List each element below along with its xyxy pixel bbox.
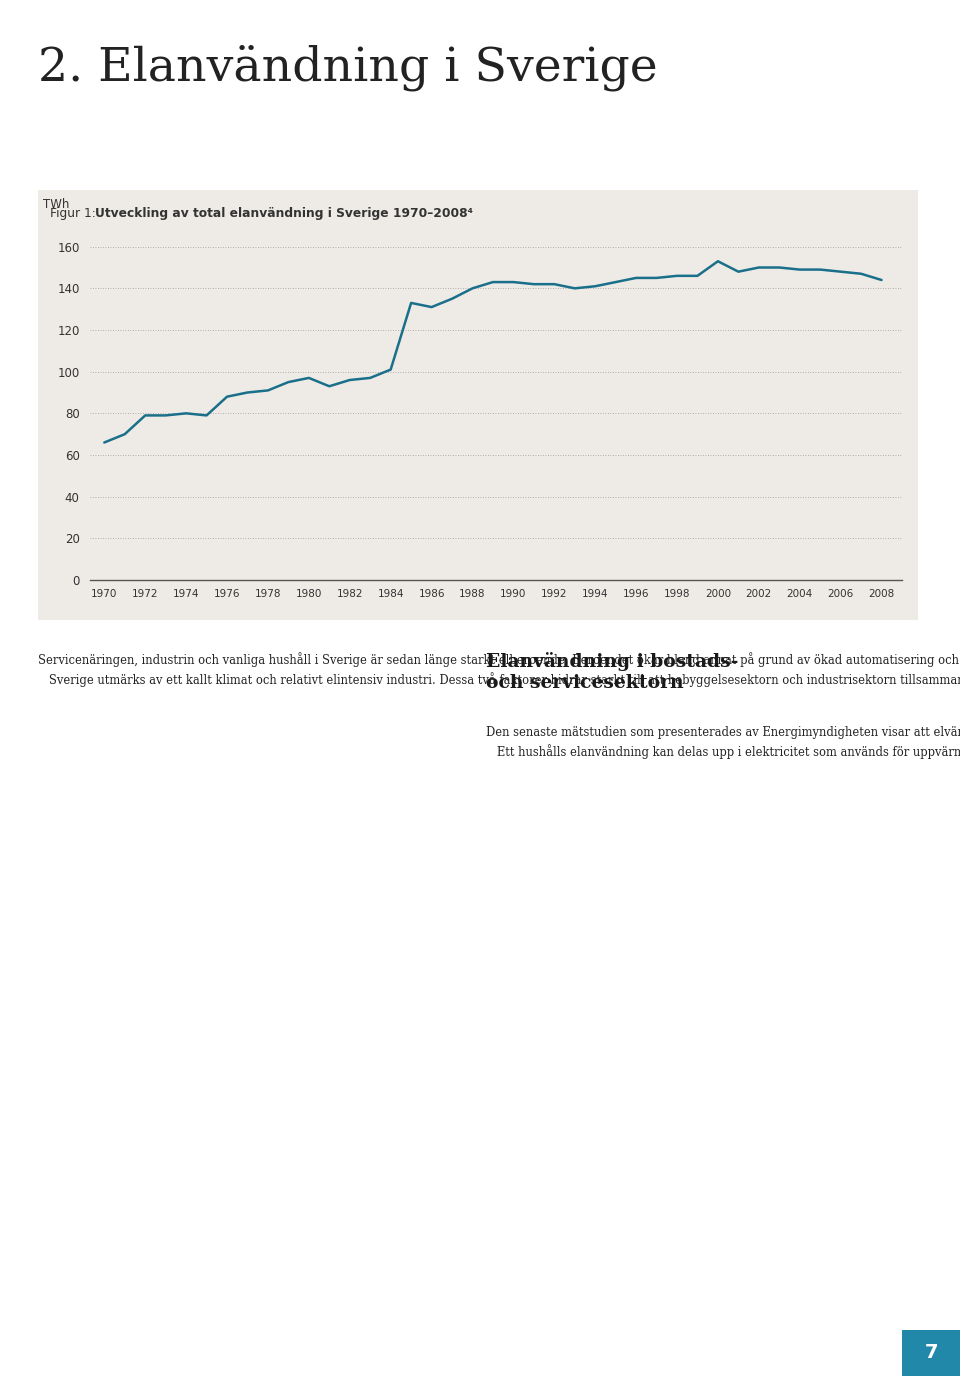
Text: Elanvändning i bostads-
och servicesektorn: Elanvändning i bostads- och servicesekto… [486, 652, 738, 692]
Text: 2. Elanvändning i Sverige: 2. Elanvändning i Sverige [38, 45, 658, 91]
Text: Servicenäringen, industrin och vanliga hushåll i Sverige är sedan länge starkt e: Servicenäringen, industrin och vanliga h… [38, 652, 960, 687]
Text: 7: 7 [924, 1343, 938, 1362]
Text: Figur 1:: Figur 1: [50, 206, 100, 220]
Text: TWh: TWh [43, 198, 69, 211]
Text: Utveckling av total elanvändning i Sverige 1970–2008⁴: Utveckling av total elanvändning i Sveri… [95, 206, 473, 220]
Text: Den senaste mätstudien som presenterades av Energimyndigheten visar att elvärme : Den senaste mätstudien som presenterades… [486, 724, 960, 760]
